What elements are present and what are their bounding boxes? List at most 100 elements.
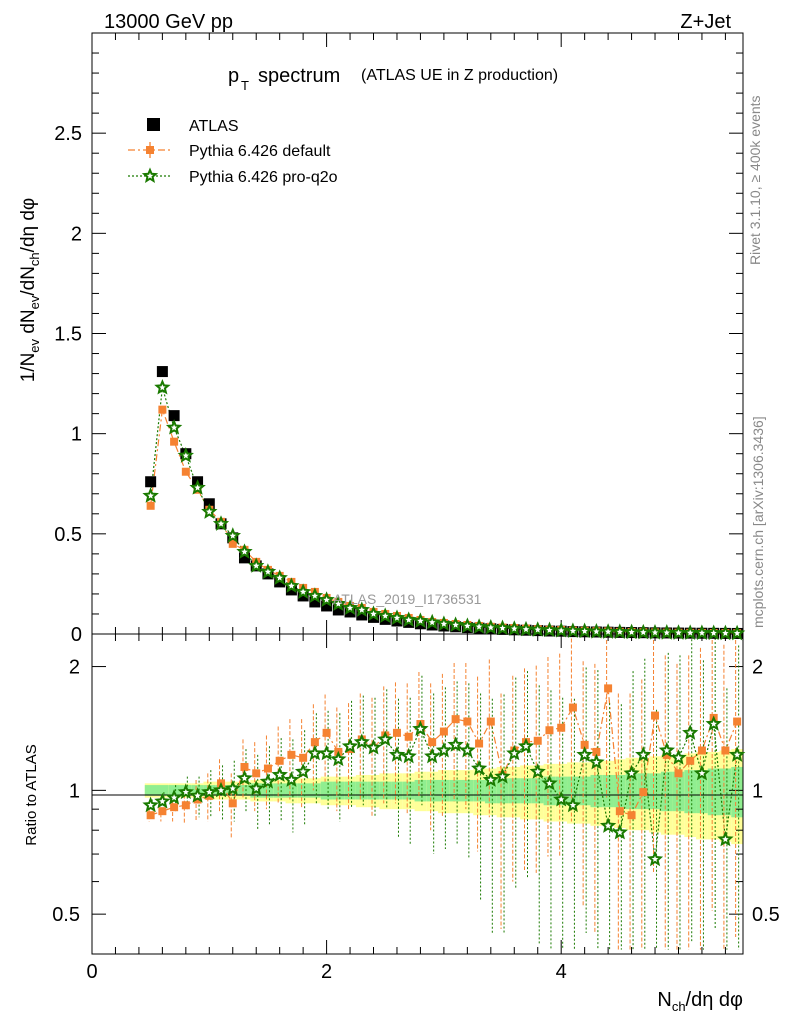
- proq2o-data-point: [236, 543, 253, 559]
- ratio-default-point: [463, 717, 472, 726]
- ratio-proq2o-point: [236, 769, 253, 786]
- proq2o-data-point: [376, 607, 394, 623]
- xlabel-sub-ch: ch: [672, 999, 686, 1014]
- ratio-default-point: [627, 811, 636, 820]
- proq2o-data-point: [728, 624, 746, 641]
- ratio-proq2o-point: [318, 744, 335, 761]
- ratio-default-point: [146, 811, 155, 820]
- band-inner-bin: [508, 778, 521, 804]
- atlas-data-point: [297, 590, 309, 602]
- ratio-proq2o-point: [294, 763, 312, 779]
- title-word: spectrum: [258, 65, 340, 87]
- error-bars: [148, 634, 740, 950]
- proq2o-data-point: [271, 569, 288, 585]
- proq2o-data-point: [294, 583, 312, 599]
- ratio-default-point: [486, 717, 495, 726]
- ratio-proq2o-point: [623, 764, 640, 781]
- ratio-proq2o-point: [142, 796, 159, 813]
- ratio-default-point: [310, 738, 319, 747]
- legend: ATLAS Pythia 6.426 default Pythia 6.426 …: [128, 118, 338, 186]
- atlas-data-point: [168, 410, 180, 422]
- x-tick-label: 0: [86, 961, 97, 983]
- atlas-data-point: [321, 600, 333, 612]
- main-y-tick-label: 2: [71, 223, 82, 245]
- ratio-default-point: [392, 728, 401, 737]
- proq2o-data-point: [283, 577, 300, 593]
- ratio-default-point: [639, 788, 648, 797]
- proq2o-data-point: [165, 419, 183, 435]
- ratio-proq2o-point: [388, 746, 406, 762]
- legend-default-marker: [146, 146, 154, 154]
- proq2o-data-point: [435, 615, 453, 631]
- ratio-proq2o-point: [717, 830, 734, 847]
- ratio-default-point: [240, 762, 249, 771]
- main-y-axis-label: 1/Nev dNev/dNch/dη dφ: [18, 198, 42, 383]
- ratio-proq2o-point: [341, 737, 359, 754]
- ratio-default-point: [604, 684, 613, 693]
- ratio-default-point: [568, 703, 577, 712]
- band-inner-bin: [320, 781, 333, 800]
- ratio-default-point: [404, 732, 413, 741]
- default-data-point: [228, 539, 237, 548]
- proq2o-data-point: [412, 612, 429, 628]
- ratio-default-point: [545, 726, 554, 735]
- ratio-default-point: [651, 711, 660, 720]
- ratio-default-point: [733, 717, 742, 726]
- ratio-proq2o-point: [412, 720, 429, 736]
- band-inner-bin: [156, 785, 169, 796]
- default-data-point: [170, 437, 179, 446]
- band-inner-bin: [731, 766, 743, 818]
- ratio-default-point: [158, 807, 167, 816]
- band-inner-bin: [672, 771, 685, 812]
- legend-proq2o-label: Pythia 6.426 pro-q2o: [189, 169, 338, 186]
- band-inner-bin: [144, 785, 157, 796]
- proq2o-data-point: [259, 563, 277, 579]
- ratio-default-point: [533, 736, 542, 745]
- band-inner-bin: [496, 778, 509, 804]
- proq2o-data-point: [646, 624, 664, 640]
- ratio-proq2o-point: [693, 764, 711, 781]
- ratio-proq2o-point: [165, 788, 183, 805]
- band-inner-bin: [297, 783, 309, 798]
- ratio-proq2o-point: [658, 741, 676, 758]
- xlabel-N: N: [657, 989, 671, 1011]
- ratio-proq2o-point: [494, 767, 511, 784]
- data-markers: [142, 366, 746, 867]
- ratio-y-tick-label-right: 0.5: [752, 904, 780, 926]
- band-inner-bin: [555, 776, 568, 806]
- ylabel-part1: 1/N: [18, 353, 39, 383]
- xlabel-rest: /dη dφ: [686, 989, 743, 1011]
- ratio-default-point: [615, 807, 624, 816]
- ylabel-part2: dN: [18, 309, 39, 339]
- ratio-proq2o-point: [365, 739, 382, 755]
- ratio-y-tick-label: 0.5: [52, 904, 80, 926]
- ratio-default-point: [322, 728, 331, 737]
- band-inner-bin: [461, 779, 474, 802]
- band-inner-bin: [696, 770, 708, 814]
- ratio-default-point: [580, 740, 589, 749]
- ratio-proq2o-point: [646, 850, 664, 867]
- ylabel-sub-ev2: ev: [27, 295, 42, 309]
- ratio-default-point: [170, 803, 179, 812]
- ratio-proq2o-point: [728, 746, 746, 762]
- ratio-y-axis-label: Ratio to ATLAS: [23, 744, 40, 845]
- ratio-proq2o-point: [670, 749, 687, 765]
- energy-label: 13000 GeV pp: [104, 11, 233, 33]
- band-inner-bin: [531, 778, 544, 804]
- legend-proq2o-marker: [141, 167, 159, 184]
- band-inner-bin: [332, 781, 345, 800]
- proq2o-data-point: [447, 616, 464, 632]
- ylabel-sub-ch: ch: [27, 252, 42, 266]
- ratio-default-point: [428, 738, 437, 747]
- band-inner-bin: [344, 781, 356, 800]
- ratio-y-tick-label-right: 2: [752, 657, 763, 679]
- band-inner-bin: [379, 781, 392, 800]
- ratio-proq2o-point: [330, 750, 347, 767]
- ratio-proq2o-point: [517, 737, 535, 754]
- atlas-data-point: [145, 476, 157, 488]
- ratio-proq2o-point: [459, 741, 476, 758]
- proq2o-data-point: [212, 515, 230, 531]
- x-tick-label: 4: [556, 961, 567, 983]
- main-y-tick-label: 2.5: [54, 123, 82, 145]
